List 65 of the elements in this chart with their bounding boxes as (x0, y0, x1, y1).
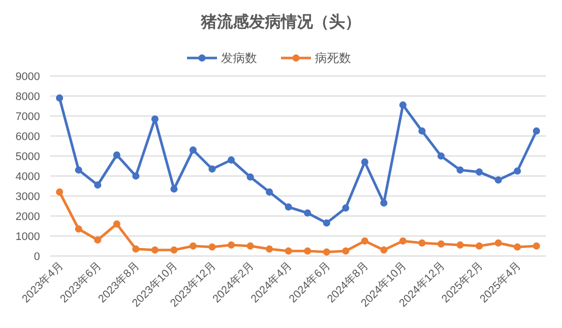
point (170, 246, 178, 254)
point (456, 166, 464, 174)
point (208, 165, 216, 173)
point (494, 239, 502, 247)
point (494, 176, 502, 184)
y-tick-label: 4000 (16, 171, 40, 183)
point (113, 220, 120, 228)
y-tick-label: 6000 (16, 131, 40, 143)
y-tick-label: 0 (34, 251, 40, 263)
point (228, 156, 235, 164)
point (132, 245, 140, 253)
point (342, 247, 350, 255)
point (170, 185, 178, 193)
point (399, 101, 407, 109)
point (56, 94, 64, 102)
point (361, 237, 368, 245)
point (514, 167, 521, 175)
point (418, 127, 426, 135)
point (189, 146, 197, 154)
point (304, 247, 312, 255)
point (189, 242, 197, 250)
point (476, 242, 483, 250)
point (456, 241, 464, 249)
point (437, 152, 445, 160)
point (94, 236, 102, 244)
point (418, 239, 426, 247)
point (342, 204, 350, 212)
chart-title: 猪流感发病情况（头） (200, 12, 361, 31)
point (399, 237, 407, 245)
point (75, 225, 82, 233)
point (246, 242, 254, 250)
point (476, 168, 483, 176)
point (113, 151, 120, 159)
legend-label: 病死数 (315, 51, 351, 65)
point (151, 246, 159, 254)
point (75, 166, 82, 174)
point (532, 127, 540, 135)
point (380, 246, 388, 254)
y-tick-label: 2000 (16, 211, 40, 223)
point (228, 241, 235, 249)
point (151, 115, 159, 123)
point (532, 242, 540, 250)
point (361, 158, 368, 166)
point (94, 181, 102, 189)
point (284, 203, 292, 211)
point (208, 243, 216, 251)
point (266, 245, 273, 253)
y-tick-label: 5000 (16, 151, 40, 163)
y-tick-label: 9000 (16, 71, 40, 83)
y-tick-label: 3000 (16, 191, 40, 203)
point (246, 173, 254, 181)
point (56, 188, 64, 196)
legend-label: 发病数 (221, 51, 257, 65)
point (437, 240, 445, 248)
point (514, 243, 521, 251)
point (284, 247, 292, 255)
point (323, 219, 330, 227)
point (323, 248, 330, 256)
point (132, 172, 140, 180)
point (380, 199, 388, 207)
y-tick-label: 7000 (16, 111, 40, 123)
point (304, 209, 312, 217)
y-tick-label: 8000 (16, 91, 40, 103)
y-tick-label: 1000 (16, 231, 40, 243)
point (266, 188, 273, 196)
